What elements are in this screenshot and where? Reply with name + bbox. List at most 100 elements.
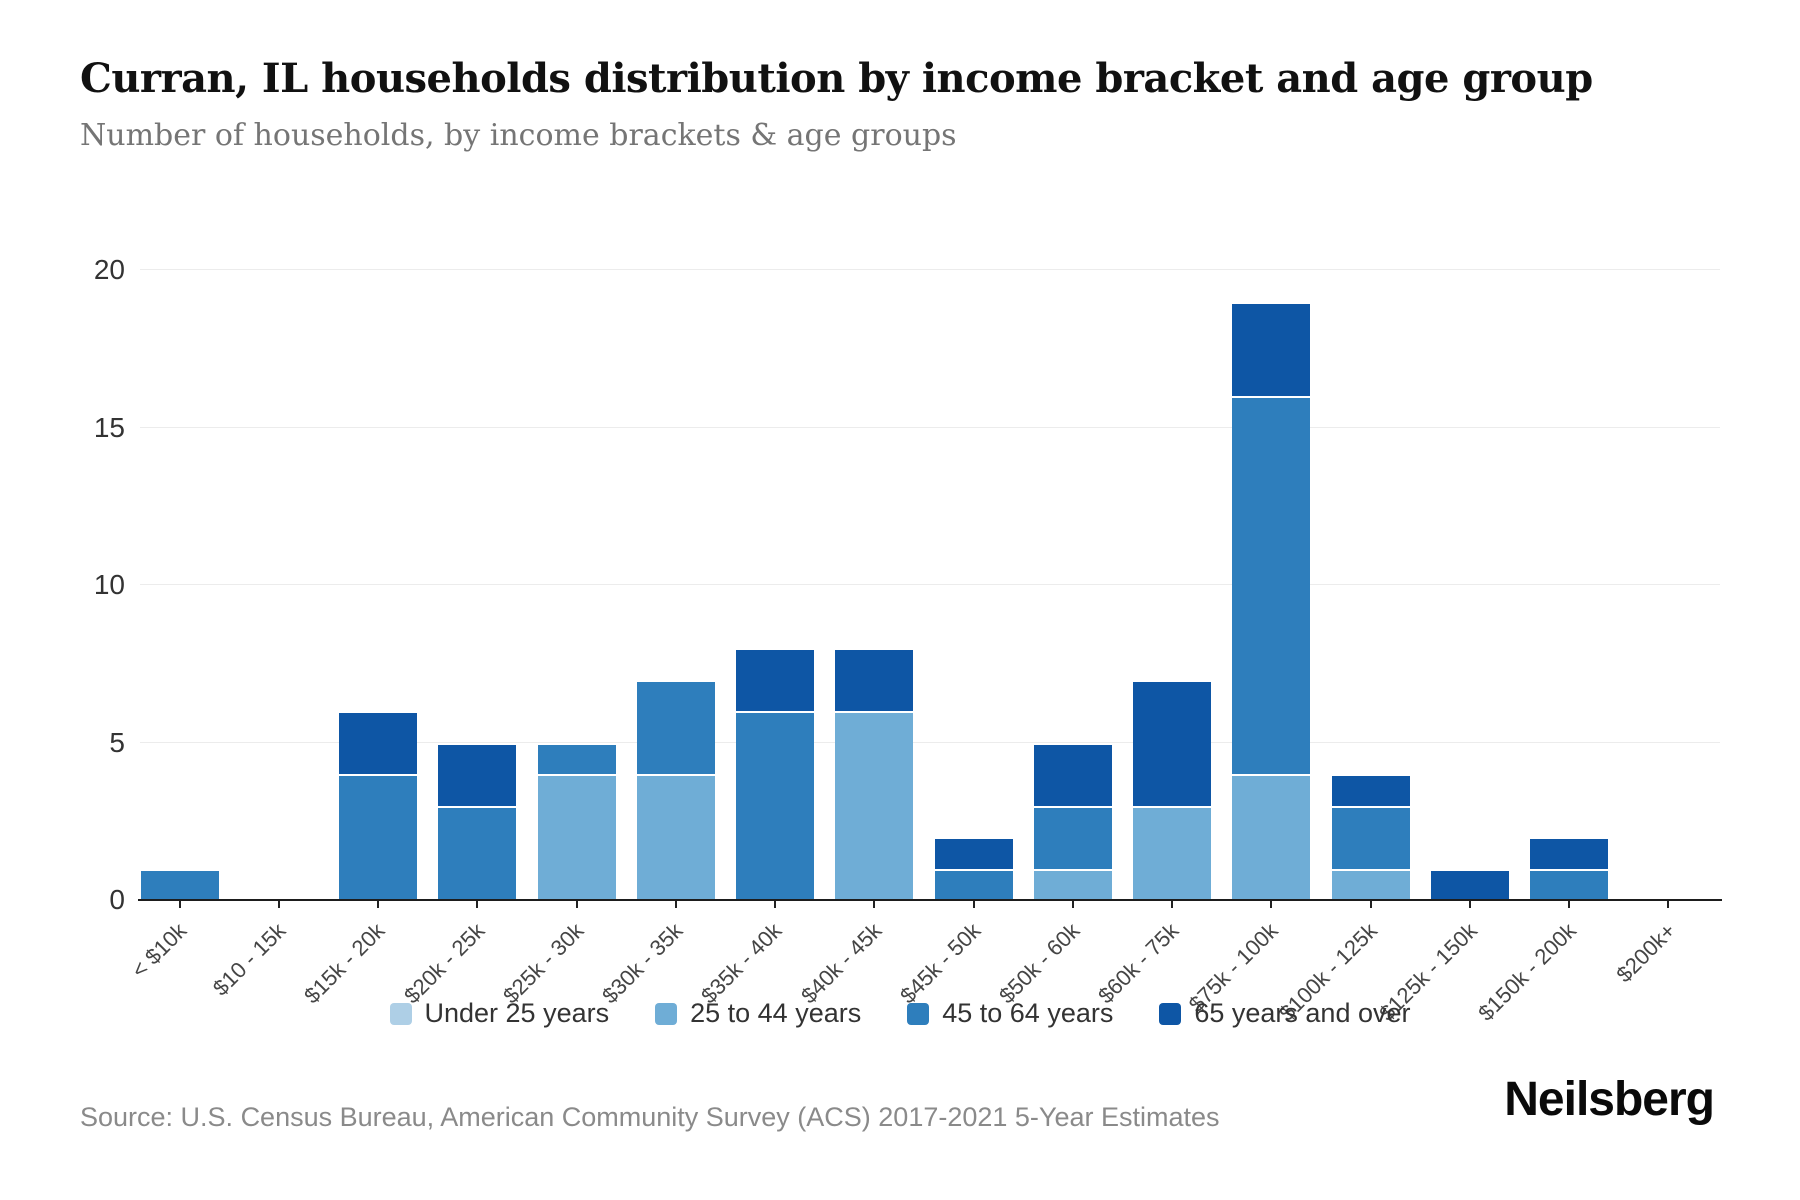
x-tick-label: $30k - 35k bbox=[597, 918, 688, 1009]
legend-item-under-25-years[interactable]: Under 25 years bbox=[389, 998, 610, 1029]
bar-segment[interactable] bbox=[1530, 868, 1609, 900]
x-tick-label: $60k - 75k bbox=[1093, 918, 1184, 1009]
x-tick bbox=[1171, 901, 1174, 908]
bar-segment[interactable] bbox=[537, 774, 616, 900]
bar-segment[interactable] bbox=[636, 774, 715, 900]
legend-label: Under 25 years bbox=[424, 998, 610, 1028]
bar-slot bbox=[825, 270, 924, 900]
bar-125k-150k bbox=[1430, 868, 1509, 900]
bar-segment[interactable] bbox=[1033, 868, 1112, 900]
bar-slot bbox=[1222, 270, 1321, 900]
bar-10k bbox=[140, 868, 219, 900]
y-tick-label-10: 10 bbox=[93, 569, 125, 600]
x-tick bbox=[575, 901, 578, 908]
bar-50k-60k bbox=[1033, 742, 1112, 900]
bar-segment[interactable] bbox=[835, 648, 914, 711]
legend-item-65-years-and-over[interactable]: 65 years and over bbox=[1159, 998, 1411, 1029]
x-tick bbox=[972, 901, 975, 908]
x-tick-label: $40k - 45k bbox=[795, 918, 887, 1009]
legend-swatch-icon bbox=[655, 1002, 678, 1025]
bar-35k-40k bbox=[736, 648, 815, 900]
bar-segment[interactable] bbox=[934, 837, 1013, 869]
bar-segment[interactable] bbox=[1232, 301, 1311, 396]
bar-segment[interactable] bbox=[438, 742, 517, 806]
bar-segment[interactable] bbox=[339, 774, 418, 900]
bar-segment[interactable] bbox=[1331, 774, 1410, 806]
x-tick bbox=[1270, 901, 1273, 908]
bar-segment[interactable] bbox=[1232, 774, 1311, 900]
bar-15k-20k bbox=[339, 711, 418, 900]
legend-label: 45 to 64 years bbox=[942, 998, 1114, 1028]
x-tick-label: $50k - 60k bbox=[994, 918, 1085, 1009]
bar-segment[interactable] bbox=[1033, 805, 1112, 869]
x-tick bbox=[774, 901, 777, 908]
gridline-20 bbox=[140, 269, 1720, 270]
bar-segment[interactable] bbox=[835, 711, 914, 900]
legend-item-45-to-64-years[interactable]: 45 to 64 years bbox=[907, 998, 1113, 1029]
bar-segment[interactable] bbox=[1033, 742, 1112, 806]
bar-slot bbox=[924, 270, 1023, 900]
bar-segment[interactable] bbox=[537, 742, 616, 774]
bar-segment[interactable] bbox=[1232, 396, 1311, 774]
bar-slot bbox=[1420, 270, 1519, 900]
x-tick bbox=[377, 901, 380, 908]
x-tick bbox=[1071, 901, 1074, 908]
bar-segment[interactable] bbox=[1331, 805, 1410, 869]
bar-segment[interactable] bbox=[736, 711, 815, 900]
bar-slot bbox=[1321, 270, 1420, 900]
x-tick-label: $45k - 50k bbox=[894, 918, 986, 1009]
bar-25k-30k bbox=[537, 742, 616, 900]
bar-20k-25k bbox=[438, 742, 517, 900]
legend-label: 25 to 44 years bbox=[690, 998, 862, 1028]
gridline-10 bbox=[140, 584, 1720, 585]
gridline-5 bbox=[140, 741, 1720, 743]
y-tick-label-15: 15 bbox=[93, 411, 125, 443]
x-tick bbox=[476, 901, 479, 908]
page-subtitle: Number of households, by income brackets… bbox=[80, 118, 957, 153]
bar-slot bbox=[329, 270, 428, 900]
bar-segment[interactable] bbox=[1530, 837, 1609, 869]
x-tick-label: $20k - 25k bbox=[398, 918, 490, 1009]
bar-segment[interactable] bbox=[140, 868, 219, 900]
x-tick-label: $25k - 30k bbox=[497, 918, 589, 1009]
legend-swatch-icon bbox=[1159, 1002, 1182, 1025]
legend: Under 25 years 25 to 44 years 45 to 64 yea… bbox=[0, 998, 1800, 1029]
bar-segment[interactable] bbox=[736, 648, 815, 711]
x-tick-label: $15k - 20k bbox=[299, 918, 390, 1009]
plot-area: 0 5 10 15 20 < $10k $10 - 15k $15k - 20k $20k -… bbox=[94, 254, 1722, 1026]
bar-40k-45k bbox=[835, 648, 914, 900]
x-tick bbox=[674, 901, 677, 908]
neilsberg-logo[interactable]: Neilsberg bbox=[1504, 1073, 1715, 1126]
gridline-15 bbox=[140, 426, 1720, 428]
y-tick-label-20: 20 bbox=[93, 254, 125, 285]
bar-slot bbox=[1123, 270, 1222, 900]
bar-45k-50k bbox=[934, 837, 1013, 900]
legend-item-25-to-44-years[interactable]: 25 to 44 years bbox=[655, 998, 861, 1029]
bar-slot bbox=[527, 270, 626, 900]
bar-segment[interactable] bbox=[339, 711, 418, 774]
bar-150k-200k bbox=[1530, 837, 1609, 900]
bar-30k-35k bbox=[636, 679, 715, 900]
x-tick bbox=[1369, 901, 1372, 908]
legend-label: 65 years and over bbox=[1194, 998, 1411, 1028]
bar-segment[interactable] bbox=[1133, 805, 1212, 900]
bar-75k-100k bbox=[1232, 301, 1311, 900]
bar-segment[interactable] bbox=[934, 868, 1013, 900]
bar-slot bbox=[428, 270, 527, 900]
bar-slot bbox=[1023, 270, 1122, 900]
bar-segment[interactable] bbox=[1133, 679, 1212, 806]
x-tick bbox=[277, 901, 280, 908]
bar-slot bbox=[626, 270, 725, 900]
x-tick-label: $10 - 15k bbox=[208, 918, 291, 1001]
bar-slot bbox=[130, 270, 229, 900]
bar-segment[interactable] bbox=[1430, 868, 1509, 900]
bars-container bbox=[130, 270, 1718, 900]
bar-segment[interactable] bbox=[636, 679, 715, 774]
x-tick bbox=[1667, 901, 1670, 908]
x-axis-line bbox=[138, 899, 1722, 901]
y-tick-label-5: 5 bbox=[109, 726, 125, 758]
bar-slot bbox=[1619, 270, 1718, 900]
bar-segment[interactable] bbox=[1331, 868, 1410, 900]
bar-segment[interactable] bbox=[438, 805, 517, 900]
